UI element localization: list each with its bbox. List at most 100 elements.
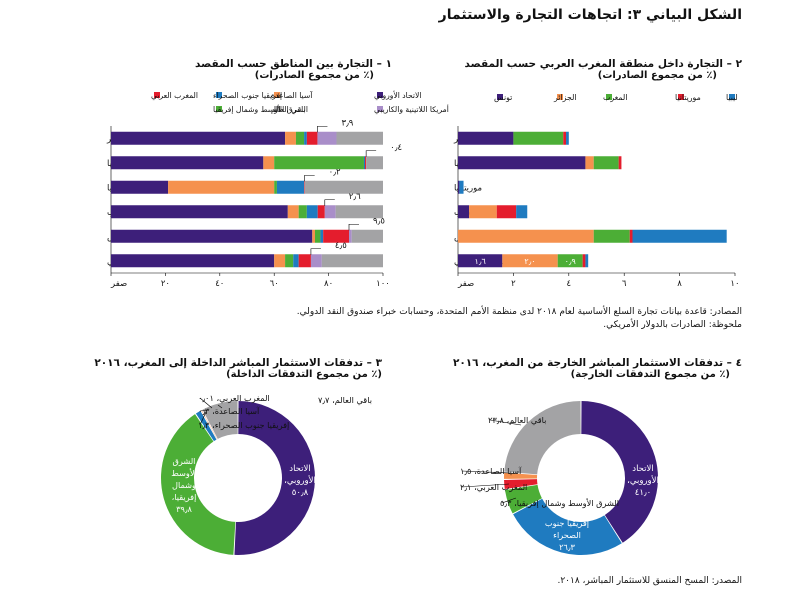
panel-3-slice <box>202 401 238 439</box>
panel-1-bar <box>304 180 383 194</box>
panel-1-bar <box>111 180 169 194</box>
panel-3-slice <box>195 410 217 442</box>
panel-3-slice-label: ٣٩٫٨ <box>176 504 192 514</box>
panel-1-legend-swatch <box>216 92 222 98</box>
panel-2-legend-swatch <box>729 94 735 100</box>
panel-2-bar <box>459 180 464 194</box>
panel-4-slice-label: الأوروبي، <box>627 475 659 486</box>
panel-4-callout-label: الشرق الأوسط وشمال إفريقيا، ٥٫٣ <box>500 498 619 509</box>
panel-1-subtitle: (٪ من مجموع الصادرات) <box>254 70 374 81</box>
panel-2-tick-label: ٤ <box>567 279 572 289</box>
panel-2-bar <box>632 229 727 243</box>
panel-2-bar <box>458 229 594 243</box>
panel-2-bar <box>582 254 586 268</box>
panel-3-callout-label: باقي العالم، ٧٫٧ <box>318 395 372 405</box>
panel-1-tick-label: ٨٠ <box>324 279 333 289</box>
panel-3-callout-label: آسيا الصاعدة، ٠٫٣ <box>198 406 260 416</box>
panel-1-annotation-leader <box>324 199 335 206</box>
panel-1-legend-swatch <box>154 92 160 98</box>
panel-4-leader <box>489 419 522 426</box>
panel-1-bar <box>168 180 275 194</box>
panel-2-bar <box>458 156 586 170</box>
panel-1-tick-label: صفر <box>110 279 127 289</box>
panel-3-leader <box>199 411 207 426</box>
panel-2-data-label: ١٫٦ <box>475 257 486 266</box>
panel-3-slice-label: الشرق <box>173 456 196 466</box>
panel-1-tick-label: ٤٠ <box>215 279 224 289</box>
panel-4-slice-label: الصحراء <box>553 530 581 540</box>
panel-3-leader <box>199 409 210 412</box>
panel-2-legend-swatch <box>606 94 612 100</box>
panel-3-callout-label: إفريقيا جنوب الصحراء، ١٫٣ <box>198 420 289 431</box>
panel-1-legend-label: آسيا الصاعدة <box>271 90 313 100</box>
panel-2-bar <box>585 254 589 268</box>
panel-1-bar <box>285 254 294 268</box>
panel-2-bar <box>496 205 517 219</box>
panel-2-data-label: ٢٫٠ <box>524 257 535 266</box>
panel-4-leader <box>501 497 517 504</box>
panel-2-bar <box>458 205 470 219</box>
panel-3-slice <box>201 410 218 440</box>
panel-2-category-label: موريتانيا <box>454 183 482 193</box>
panel-1-bar <box>312 229 315 243</box>
panel-2-bar <box>469 205 497 219</box>
panel-1-annotation: ٢٫٦ <box>349 192 361 202</box>
panel-4-leader <box>461 470 511 474</box>
panel-1-legend-swatch <box>377 106 383 112</box>
panel-2-data-label: ٠٫٩ <box>565 257 576 266</box>
panel-1-bar <box>293 254 299 268</box>
panel-1-bar <box>317 131 337 145</box>
panel-1-legend-label: أمريكا اللاتينية والكاريبي <box>374 104 449 114</box>
notes-remark: ملحوظة: الصادرات بالدولار الأمريكي. <box>603 320 742 330</box>
panel-4-slice <box>504 472 538 479</box>
panel-2-bar <box>557 254 583 268</box>
panel-1-legend-label: الاتحاد الأوروبي <box>374 90 421 100</box>
panel-1-bar <box>298 254 311 268</box>
panel-3-callout-label: المغرب العربي، ٠٫٠١ <box>198 393 270 403</box>
panel-2-legend-label: ليبيا <box>726 93 738 102</box>
panel-1-bar <box>317 205 325 219</box>
panel-2-legend-swatch <box>497 94 503 100</box>
panel-1-bar <box>321 254 383 268</box>
panel-1-bar <box>349 229 352 243</box>
panel-1-annotation: ٤٫٥ <box>335 241 347 251</box>
panel-3-slice-label: الاتحاد <box>289 464 310 474</box>
panel-3-slice-label: إفريقيا، <box>172 492 197 503</box>
panel-4-callout-label: باقي العالم، ٢٣٫٨ <box>488 415 546 425</box>
panel-2-tick-label: ٢ <box>511 279 516 289</box>
panel-3-slice <box>160 414 236 555</box>
panel-4-slice <box>504 401 581 475</box>
source-bottom: المصدر: المسح المنسق للاستثمار المباشر، … <box>557 576 742 586</box>
panel-4-slice <box>581 401 659 543</box>
panel-4-slice <box>504 479 538 490</box>
panel-1-bar <box>285 131 296 145</box>
panel-1-legend-label: الشرق الأوسط وشمال إفريقيا <box>213 104 308 114</box>
panel-1-bar <box>276 180 305 194</box>
panel-1-title: ١ – التجارة بين المناطق حسب المقصد <box>195 58 392 70</box>
panel-2-legend-label: المغرب <box>603 93 627 102</box>
panel-1-bar <box>336 131 383 145</box>
panel-1-bar <box>274 254 286 268</box>
panel-2-bar <box>458 254 503 268</box>
panel-4-leader <box>461 483 510 488</box>
panel-1-annotation: ٠٫٢ <box>329 167 341 177</box>
panel-1-legend-swatch <box>377 92 383 98</box>
panel-1-annotation: ٠٫٤ <box>390 143 402 153</box>
panel-2-bar <box>593 156 619 170</box>
panel-3-slice <box>234 401 316 555</box>
panel-1-bar <box>295 131 305 145</box>
panel-1-bar <box>304 180 305 194</box>
panel-1-tick-label: ٦٠ <box>270 279 279 289</box>
panel-1-bar <box>320 229 324 243</box>
panel-1-annotation-leader <box>348 223 359 231</box>
panel-1-bar <box>310 254 322 268</box>
panel-2-bar <box>516 205 528 219</box>
panel-4-slice-label: ٢٦٫٣ <box>559 542 575 552</box>
panel-1-bar <box>335 205 383 219</box>
panel-3-slice-label: الأوسط <box>171 468 197 478</box>
panel-2-legend-swatch <box>678 94 684 100</box>
panel-1-bar <box>366 156 383 170</box>
panel-4-callout-label: المغرب العربي، ٢٫١ <box>460 482 527 492</box>
panel-3-subtitle: (٪ من مجموع التدفقات الداخلة) <box>226 369 382 380</box>
